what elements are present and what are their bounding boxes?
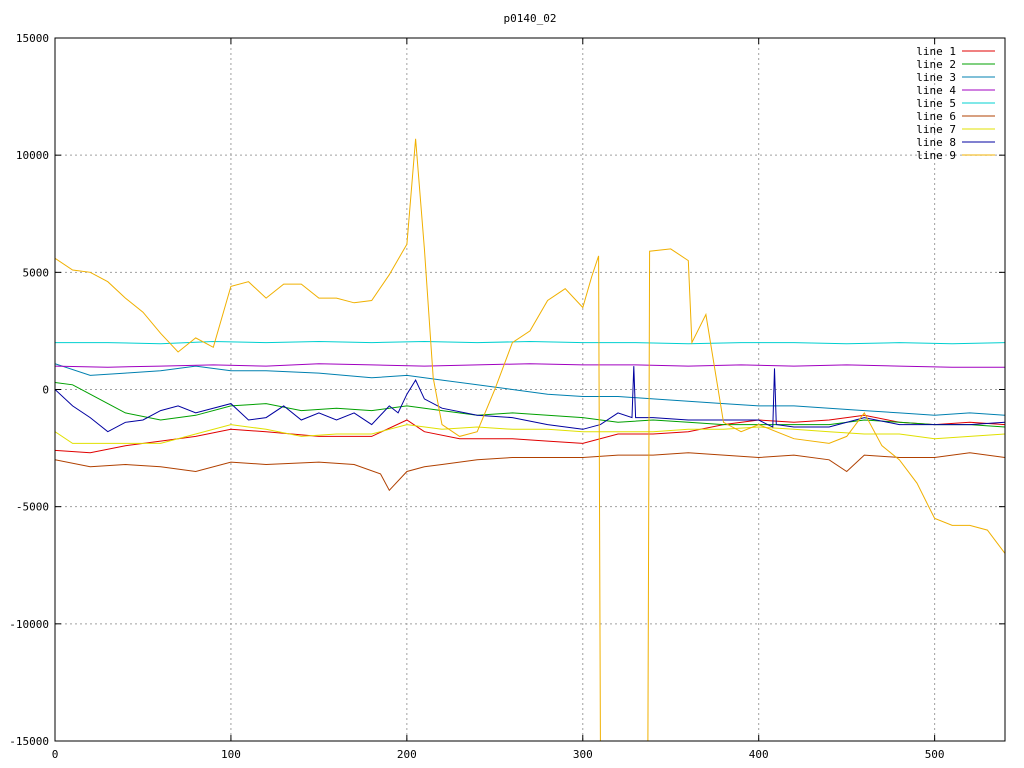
y-tick-label-2: -5000 bbox=[16, 501, 49, 514]
chart-title: p0140_02 bbox=[504, 12, 557, 25]
series-line-1 bbox=[55, 414, 1005, 454]
legend-label-4: line 4 bbox=[916, 84, 956, 97]
legend-label-8: line 8 bbox=[916, 136, 956, 149]
y-tick-label-3: 0 bbox=[42, 384, 49, 397]
series-line-4 bbox=[55, 363, 1005, 368]
legend-label-9: line 9 bbox=[916, 149, 956, 162]
series-layer bbox=[55, 138, 1005, 741]
x-tick-label-2: 200 bbox=[397, 748, 417, 761]
legend-label-6: line 6 bbox=[916, 110, 956, 123]
y-tick-label-1: -10000 bbox=[9, 618, 49, 631]
x-tick-label-3: 300 bbox=[573, 748, 593, 761]
x-tick-label-5: 500 bbox=[925, 748, 945, 761]
x-tick-label-0: 0 bbox=[52, 748, 59, 761]
legend-label-1: line 1 bbox=[916, 45, 956, 58]
x-tick-label-4: 400 bbox=[749, 748, 769, 761]
series-line-7 bbox=[55, 424, 1005, 444]
legend-label-3: line 3 bbox=[916, 71, 956, 84]
legend-label-5: line 5 bbox=[916, 97, 956, 110]
series-line-6 bbox=[55, 452, 1005, 492]
grid-lines bbox=[55, 38, 1005, 741]
legend-label-2: line 2 bbox=[916, 58, 956, 71]
x-tick-label-1: 100 bbox=[221, 748, 241, 761]
series-line-5 bbox=[55, 340, 1005, 345]
legend-label-7: line 7 bbox=[916, 123, 956, 136]
series-line-8 bbox=[55, 366, 1005, 433]
y-tick-label-0: -15000 bbox=[9, 735, 49, 748]
series-line-2 bbox=[55, 382, 1005, 428]
axis-ticks: 0 100 200 300 400 500 -15000 -10000 -5000 0 5000 10… bbox=[9, 32, 1005, 761]
y-tick-label-4: 5000 bbox=[23, 266, 50, 279]
y-tick-label-6: 15000 bbox=[16, 32, 49, 45]
series-line-9 bbox=[55, 138, 1005, 741]
y-tick-label-5: 10000 bbox=[16, 149, 49, 162]
series-line-3 bbox=[55, 363, 1005, 416]
